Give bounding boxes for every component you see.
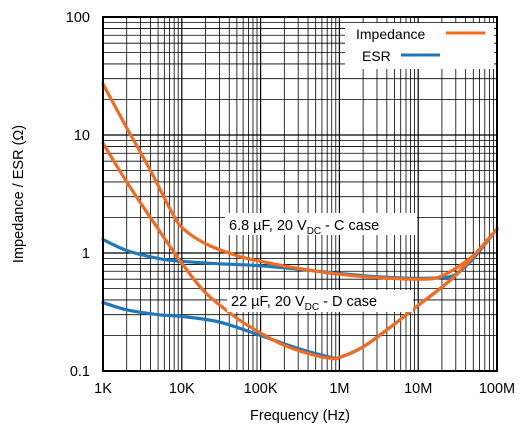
x-tick-label: 100K [244,381,278,397]
annotation-c-case-bg [225,213,417,235]
x-axis-label: Frequency (Hz) [250,408,350,424]
series-lines [101,82,499,361]
series-line-impedance-d-case [101,141,499,361]
series-line-impedance-c-case [101,82,499,281]
annotation-d-case-prefix: 22 µF, 20 V [231,294,305,310]
y-tick-label: 100 [66,10,90,26]
annotation-d-case: 22 µF, 20 VDC - D case [227,290,413,313]
x-tick-label: 10K [169,381,195,397]
x-tick-label: 1K [94,381,112,397]
y-tick-label: 10 [74,128,90,144]
annotation-d-case-text: 22 µF, 20 VDC - D case [231,294,377,313]
x-tick-label: 10M [404,381,432,397]
legend: Impedance ESR [345,23,494,69]
y-tick-label: 0.1 [70,364,90,380]
tick-labels: 1K 10K 100K 1M 10M 100M 0.1 1 10 100 [66,10,515,397]
legend-label-impedance: Impedance [356,26,425,42]
legend-box [345,23,494,69]
annotation-c-case-prefix: 6.8 µF, 20 V [229,218,307,234]
y-tick-label: 1 [82,246,90,262]
x-tick-label: 100M [479,381,515,397]
x-tick-label: 1M [329,381,349,397]
y-axis-label: Impedance / ESR (Ω) [11,125,27,263]
plot-frame [102,16,498,372]
annotation-d-case-suffix: - D case [319,294,377,310]
annotation-d-case-bg [227,290,413,312]
annotation-d-case-subscript: DC [305,302,319,313]
legend-label-esr: ESR [362,48,391,64]
annotation-c-case-text: 6.8 µF, 20 VDC - C case [229,218,379,237]
annotation-c-case: 6.8 µF, 20 VDC - C case [225,213,417,237]
annotation-c-case-subscript: DC [307,226,321,237]
annotation-c-case-suffix: - C case [321,218,379,234]
